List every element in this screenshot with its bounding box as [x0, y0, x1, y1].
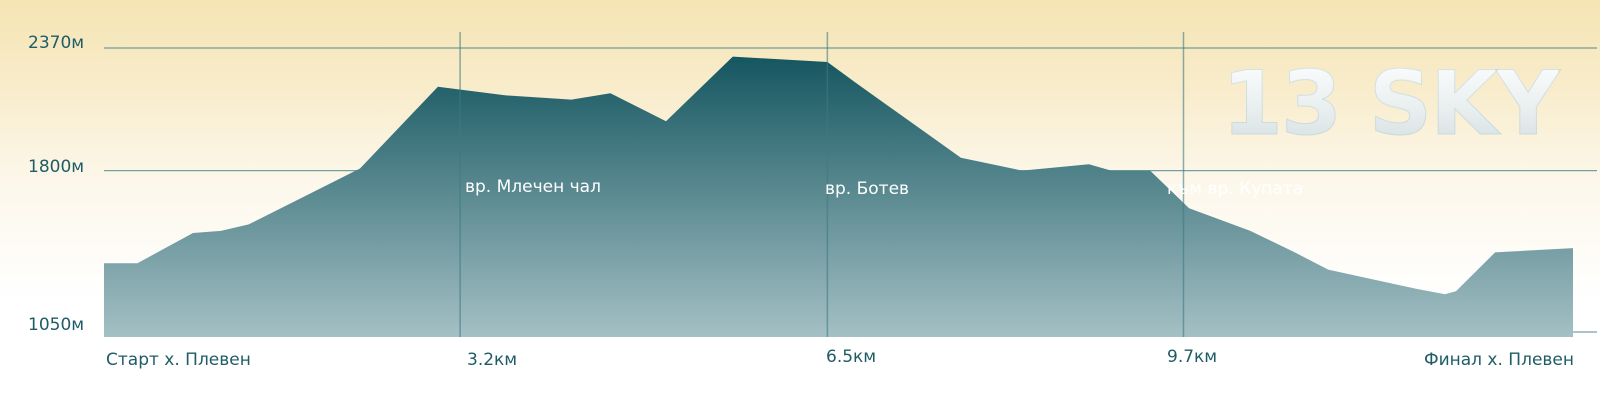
elevation-point: [731, 55, 734, 58]
x-tick-label-6-5km: 6.5км: [826, 347, 877, 367]
y-tick-label-1800: 1800м: [28, 157, 85, 177]
x-tick-label-3-2km: 3.2км: [467, 350, 518, 370]
elevation-area: [104, 56, 1573, 337]
elevation-point: [665, 120, 668, 123]
elevation-point: [1416, 288, 1419, 291]
elevation-point: [1572, 247, 1575, 250]
peak-label-mlechen-chal: вр. Млечен чал: [465, 177, 601, 197]
y-tick-label-1050: 1050м: [28, 315, 85, 335]
elevation-point: [570, 98, 573, 101]
elevation-point: [1087, 163, 1090, 166]
elevation-point: [453, 87, 456, 90]
x-tick-label-9-7km: 9.7км: [1167, 347, 1218, 367]
peak-label-botev: вр. Ботев: [825, 179, 910, 199]
elevation-point: [1188, 207, 1191, 210]
elevation-point: [1327, 268, 1330, 271]
y-tick-label-2370: 2370м: [28, 33, 85, 53]
elevation-point: [1021, 169, 1024, 172]
elevation-point: [1110, 169, 1113, 172]
elevation-point: [103, 262, 106, 265]
elevation-point: [1293, 251, 1296, 254]
elevation-point: [192, 232, 195, 235]
elevation-point: [1455, 290, 1458, 293]
elevation-point: [609, 92, 612, 95]
elevation-point: [826, 61, 829, 64]
elevation-point: [247, 223, 250, 226]
elevation-point: [219, 229, 222, 232]
elevation-point: [959, 156, 962, 159]
elevation-point: [1494, 251, 1497, 254]
x-tick-label-finish: Финал х. Плевен: [1423, 350, 1574, 370]
elevation-point: [1149, 169, 1152, 172]
elevation-point: [503, 94, 506, 97]
peak-label-kupata: към вр. Купата: [1167, 179, 1304, 199]
x-tick-label-start: Старт х. Плевен: [106, 350, 251, 370]
elevation-point: [436, 85, 439, 88]
brand-logo: 13 SKY: [1221, 52, 1560, 156]
elevation-point: [359, 167, 362, 170]
elevation-point: [1249, 229, 1252, 232]
distance-marker-lines: [459, 32, 1185, 337]
elevation-point: [1444, 293, 1447, 296]
elevation-point: [854, 81, 857, 84]
elevation-point: [136, 262, 139, 265]
